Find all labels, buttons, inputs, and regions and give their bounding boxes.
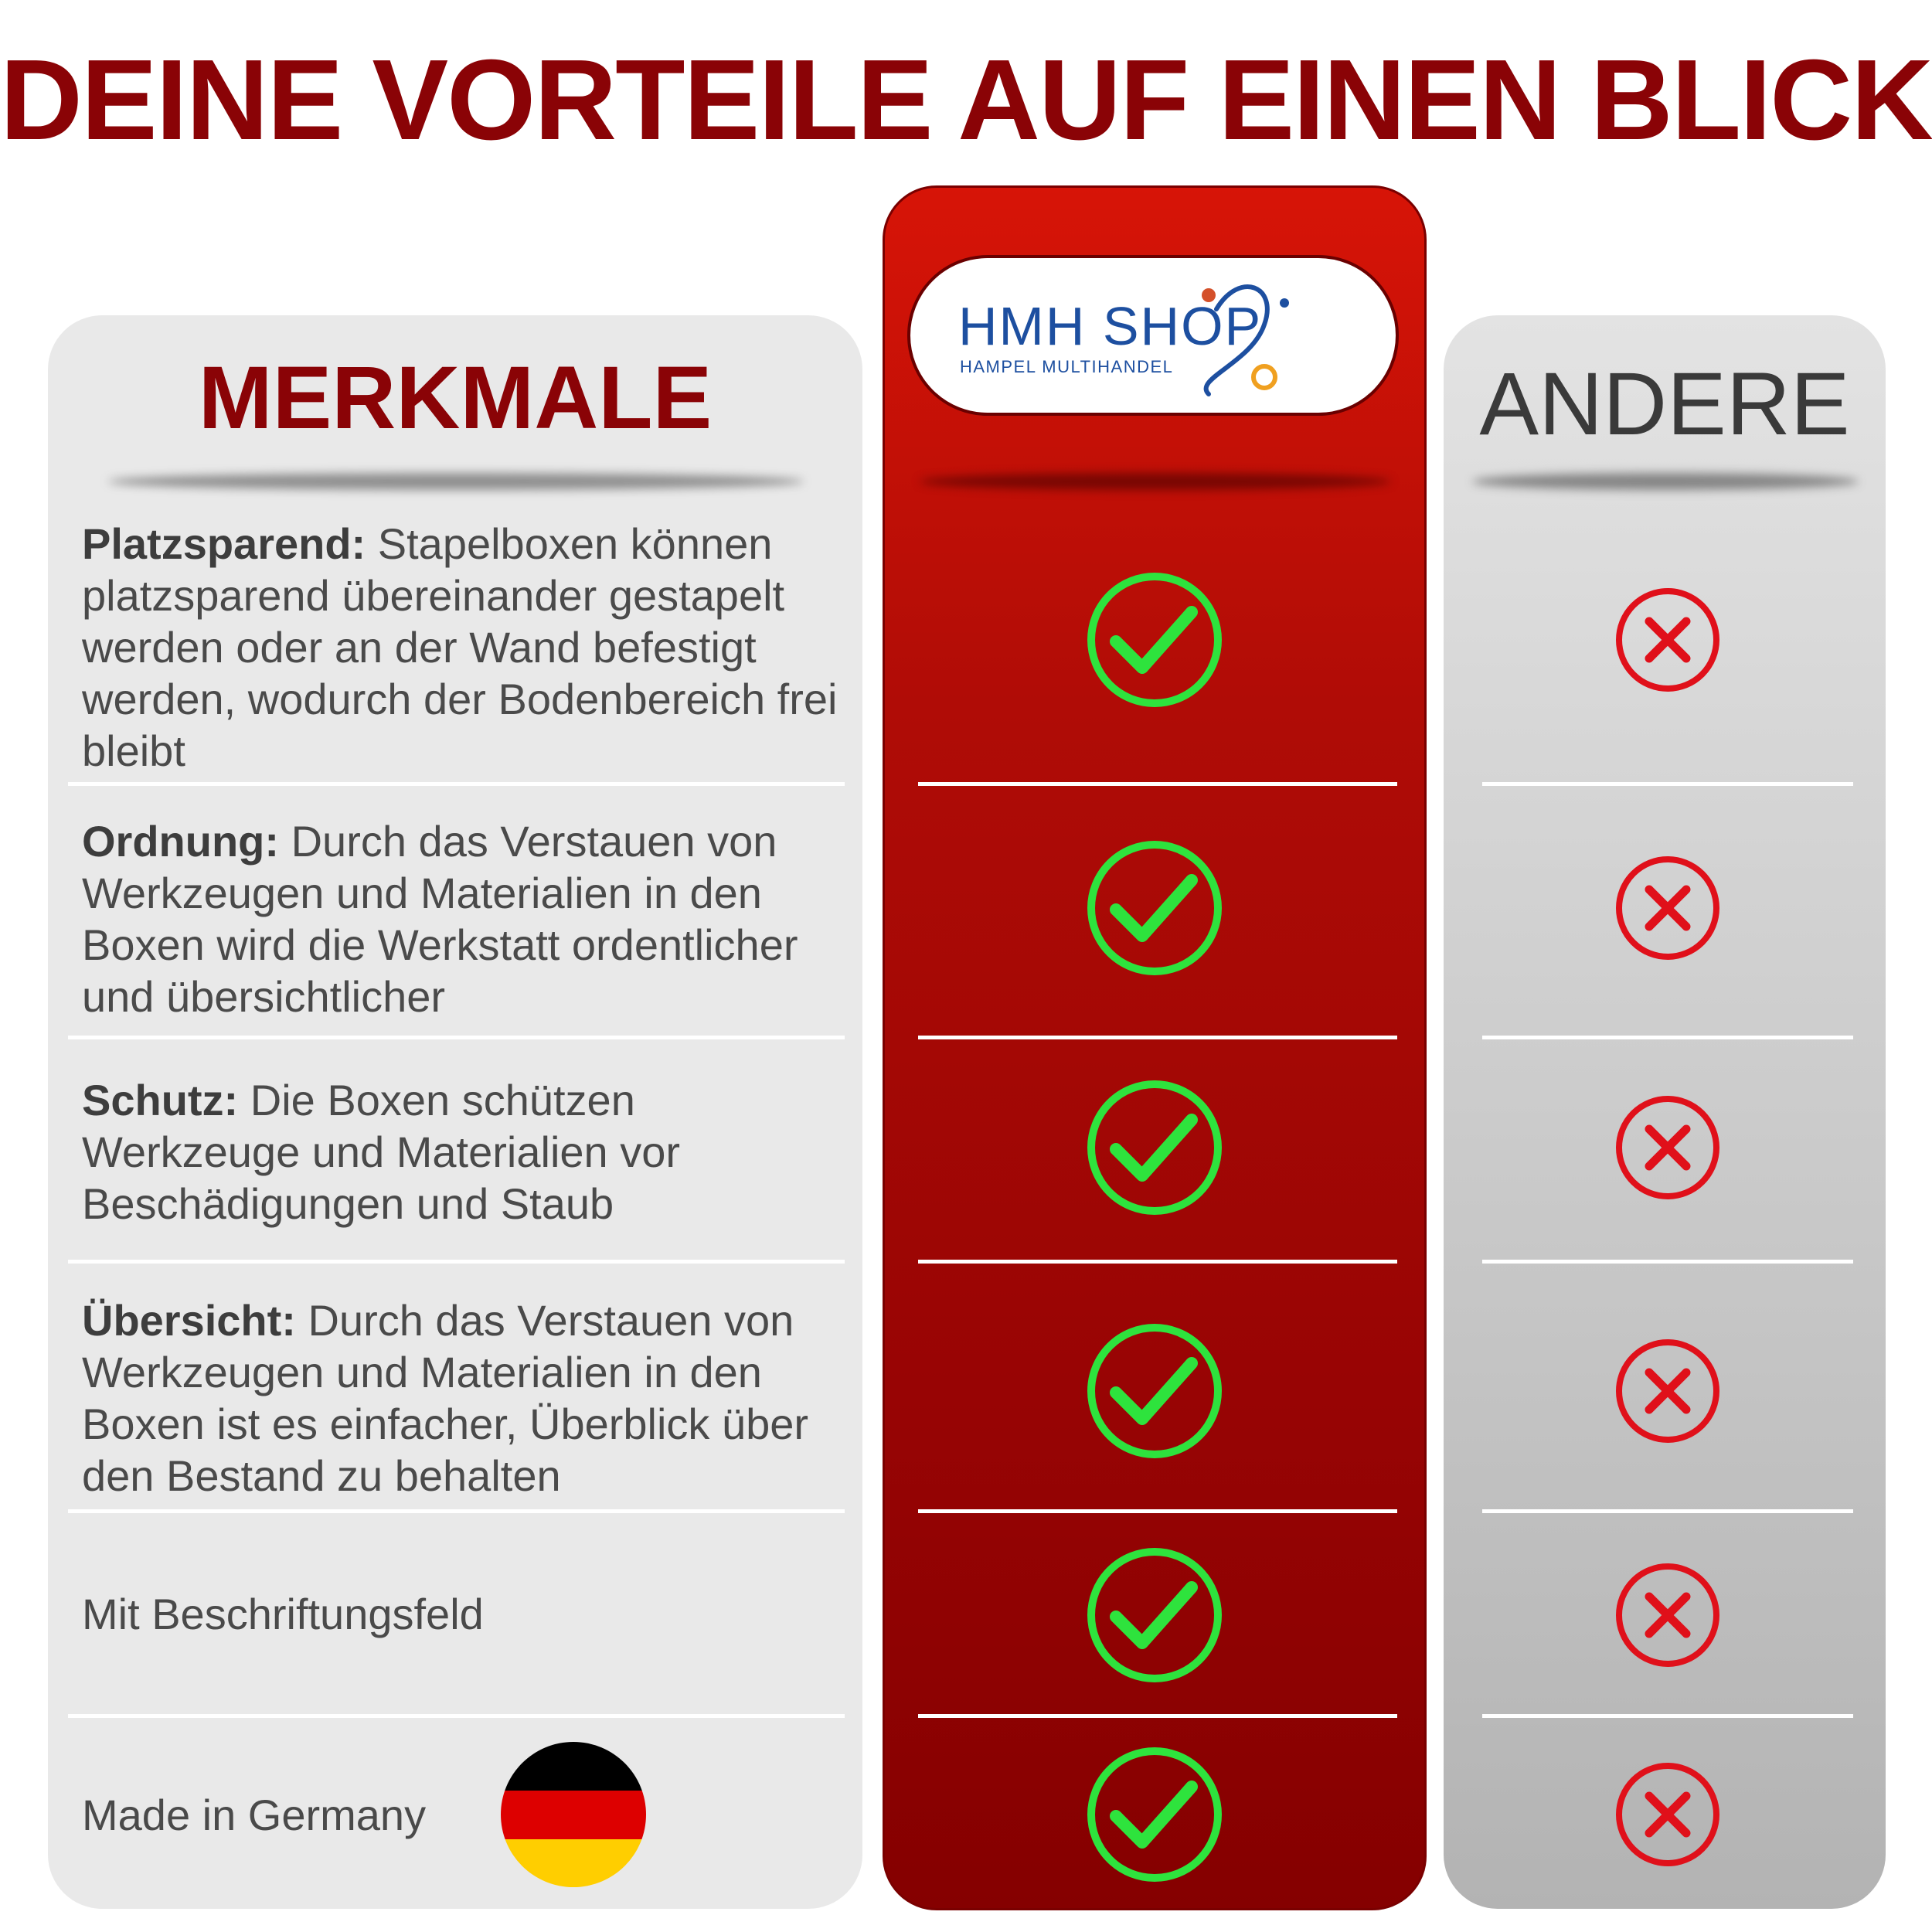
cross-icon	[1616, 588, 1719, 692]
features-column	[48, 315, 862, 1909]
check-icon	[1087, 841, 1222, 975]
feature-description: Made in Germany	[82, 1791, 427, 1839]
others-title-underline	[1472, 473, 1859, 490]
row-divider	[1482, 782, 1853, 786]
check-icon	[1087, 1548, 1222, 1682]
row-divider	[918, 1036, 1397, 1039]
feature-text: Schutz: Die Boxen schützen Werkzeuge und…	[82, 1074, 862, 1230]
check-icon	[1087, 573, 1222, 707]
feature-text: Platzsparend: Stapelboxen können platzsp…	[82, 518, 862, 777]
feature-text: Made in Germany	[82, 1789, 862, 1841]
feature-description: Durch das Verstauen von Werkzeugen und M…	[82, 817, 798, 1021]
logo-brand-text: HMH SHOP	[958, 296, 1262, 356]
row-divider	[68, 1260, 845, 1264]
features-column-title: MERKMALE	[198, 349, 713, 447]
row-divider	[1482, 1260, 1853, 1264]
check-icon	[1087, 1324, 1222, 1458]
logo-ring-orange	[1251, 364, 1277, 390]
feature-description: Stapelboxen können platzsparend übereina…	[82, 519, 838, 775]
brand-logo-badge	[907, 255, 1399, 416]
feature-text: Ordnung: Durch das Verstauen von Werkzeu…	[82, 815, 862, 1022]
check-icon	[1087, 1747, 1222, 1882]
feature-label: Platzsparend:	[82, 519, 366, 568]
cross-icon	[1616, 1096, 1719, 1199]
brand-title-underline	[920, 473, 1391, 490]
feature-text: Mit Beschriftungsfeld	[82, 1588, 862, 1640]
row-divider	[68, 1509, 845, 1513]
logo-dot-blue	[1280, 298, 1289, 308]
row-divider	[1482, 1509, 1853, 1513]
feature-description: Die Boxen schützen Werkzeuge und Materia…	[82, 1076, 681, 1228]
others-column	[1444, 315, 1886, 1909]
logo-orbit-swirl	[1203, 284, 1270, 396]
cross-icon	[1616, 1563, 1719, 1667]
row-divider	[68, 1036, 845, 1039]
row-divider	[1482, 1714, 1853, 1718]
row-divider	[918, 782, 1397, 786]
hmh-shop-logo: HMH SHOP HAMPEL MULTIHANDEL	[958, 284, 1289, 396]
row-divider	[1482, 1036, 1853, 1039]
features-title-underline	[108, 473, 804, 490]
cross-icon	[1616, 856, 1719, 960]
feature-label: Schutz:	[82, 1076, 239, 1124]
others-column-title: ANDERE	[1479, 355, 1850, 454]
row-divider	[68, 1714, 845, 1718]
cross-icon	[1616, 1339, 1719, 1443]
feature-label: Ordnung:	[82, 817, 280, 866]
cross-icon	[1616, 1763, 1719, 1866]
row-divider	[918, 1714, 1397, 1718]
row-divider	[918, 1509, 1397, 1513]
feature-label: Übersicht:	[82, 1296, 296, 1345]
check-icon	[1087, 1080, 1222, 1215]
feature-description: Mit Beschriftungsfeld	[82, 1590, 484, 1638]
logo-tagline-text: HAMPEL MULTIHANDEL	[960, 357, 1173, 376]
row-divider	[918, 1260, 1397, 1264]
logo-dot-red	[1202, 288, 1216, 302]
german-flag-icon	[501, 1742, 646, 1887]
page-headline: DEINE VORTEILE AUF EINEN BLICK	[0, 36, 1932, 164]
feature-description: Durch das Verstauen von Werkzeugen und M…	[82, 1296, 809, 1500]
row-divider	[68, 782, 845, 786]
feature-text: Übersicht: Durch das Verstauen von Werkz…	[82, 1294, 862, 1502]
